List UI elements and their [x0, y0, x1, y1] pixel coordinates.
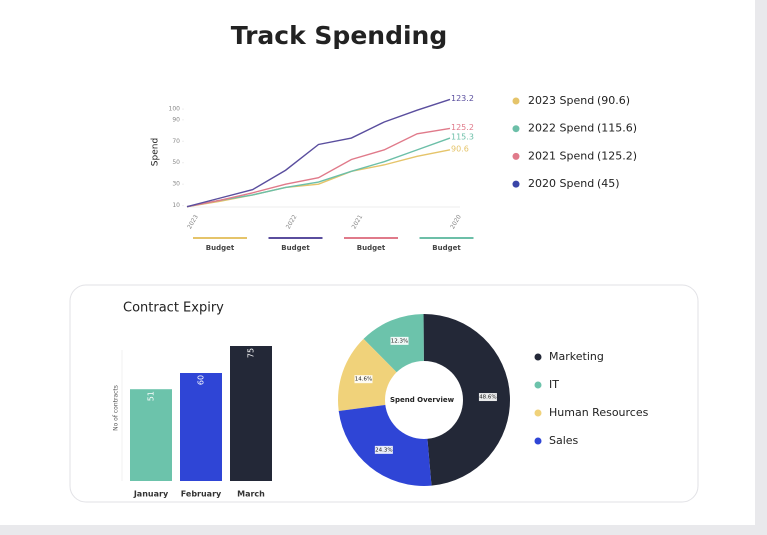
y-tick-label: 30 — [172, 181, 180, 188]
slice-label-box — [390, 336, 409, 345]
slice-label: 48.6% — [479, 395, 496, 401]
budget-label: Budget — [357, 244, 386, 252]
legend-label: Sales — [549, 434, 579, 447]
y-tick-label: 10 — [172, 202, 180, 209]
bar — [130, 389, 172, 481]
budget-label: Budget — [432, 244, 461, 252]
y-tick-label: 90 — [172, 116, 180, 123]
legend-label: 2022 Spend — [528, 122, 594, 135]
page-title: Track Spending — [231, 21, 447, 50]
legend-label: Marketing — [549, 350, 604, 363]
slice-label: 24.3% — [375, 447, 392, 453]
x-tick-label: March — [237, 490, 265, 499]
donut-hole — [385, 361, 463, 439]
slice-label-box — [478, 393, 497, 402]
legend-label: IT — [549, 378, 559, 391]
legend-marker — [512, 180, 520, 188]
x-tick-label: January — [133, 490, 169, 499]
legend-label: Human Resources — [549, 406, 649, 419]
end-label: 123.2 — [451, 94, 474, 103]
legend-marker — [534, 437, 542, 445]
bar-value-label: 60 — [197, 375, 206, 385]
legend-marker — [534, 409, 542, 417]
x-tick-label: February — [181, 490, 222, 499]
budget-label: Budget — [281, 244, 310, 252]
legend-marker — [512, 152, 520, 160]
y-tick-label: 50 — [172, 159, 180, 166]
series-line — [186, 149, 451, 208]
legend-value: (90.6) — [597, 94, 630, 107]
pie-slice — [423, 314, 511, 486]
end-label: 90.6 — [451, 144, 469, 153]
chart-title: Contract Expiry — [123, 301, 224, 316]
slice-label: 14.6% — [355, 377, 372, 383]
legend-label: 2021 Spend — [528, 149, 594, 162]
slice-label: 12.3% — [391, 338, 408, 344]
bar — [230, 346, 272, 481]
end-label: 125.2 — [451, 123, 474, 132]
legend-marker — [534, 353, 542, 361]
y-axis-label: No of contracts — [113, 385, 120, 431]
bar-value-label: 51 — [147, 391, 156, 401]
legend-value: (45) — [597, 177, 620, 190]
center-label: Spend Overview — [390, 396, 455, 404]
slice-label-box — [374, 445, 393, 454]
budget-label: Budget — [206, 244, 235, 252]
y-axis-label: Spend — [151, 138, 161, 166]
legend-value: (125.2) — [597, 149, 637, 162]
legend-value: (115.6) — [597, 122, 637, 135]
bar — [180, 373, 222, 481]
y-tick-label: 70 — [172, 138, 180, 145]
slice-label-box — [354, 375, 373, 384]
series-line — [186, 127, 451, 208]
legend-marker — [512, 125, 520, 133]
legend-label: 2023 Spend — [528, 94, 594, 107]
legend-marker — [512, 97, 520, 105]
legend-marker — [534, 381, 542, 389]
y-tick-label: 100 — [169, 106, 181, 113]
end-label: 115.3 — [451, 133, 474, 142]
bar-value-label: 75 — [247, 348, 256, 358]
legend-label: 2020 Spend — [528, 177, 594, 190]
series-line — [186, 98, 451, 208]
